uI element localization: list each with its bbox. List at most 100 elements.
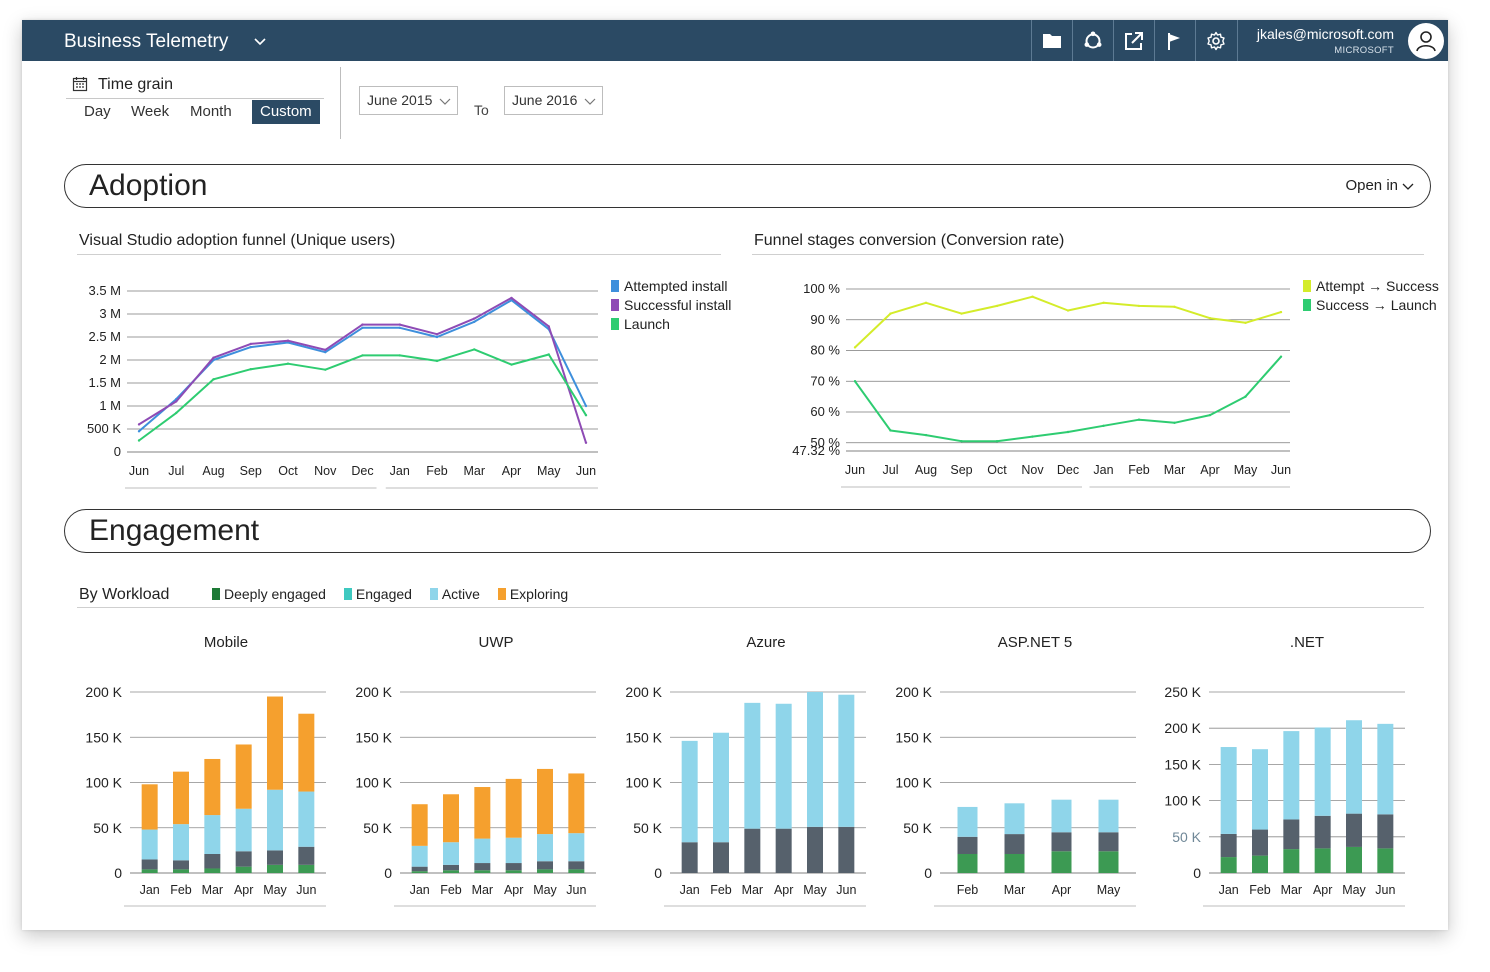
data-point — [924, 433, 928, 437]
bar-segment — [807, 826, 823, 873]
x-tick-label: Feb — [440, 883, 462, 897]
x-tick-label: Mar — [742, 883, 764, 897]
data-point — [175, 411, 178, 415]
time-grain-custom[interactable]: Custom — [252, 100, 320, 124]
data-point — [853, 380, 857, 383]
data-point — [547, 325, 550, 328]
x-tick-label: Dec — [1057, 463, 1079, 477]
folder-icon[interactable] — [1031, 20, 1072, 61]
data-point — [473, 320, 476, 324]
time-grain-week[interactable]: Week — [131, 103, 170, 120]
data-point — [1279, 310, 1283, 314]
data-point — [249, 342, 252, 346]
x-tick-label: Feb — [710, 883, 732, 897]
data-point — [249, 368, 252, 371]
bar-segment — [411, 871, 428, 873]
data-point — [889, 429, 892, 432]
bar-segment — [1051, 832, 1072, 852]
aspnet-chart-title: ASP.NET 5 — [997, 634, 1073, 651]
divider — [77, 254, 721, 255]
bar-segment — [568, 861, 585, 870]
y-tick-label: 50 K — [93, 820, 122, 836]
bar-segment — [775, 703, 792, 829]
data-point — [1137, 418, 1141, 421]
bar-segment — [1283, 849, 1300, 873]
data-point — [924, 301, 928, 305]
x-tick-label: Jun — [129, 464, 149, 478]
y-tick-label: 200 K — [355, 684, 392, 700]
user-account[interactable]: jkales@microsoft.com MICROSOFT — [1237, 20, 1448, 61]
chevron-down-icon[interactable] — [252, 33, 268, 49]
y-tick-label: 250 K — [1164, 684, 1201, 700]
data-point — [1102, 301, 1105, 305]
y-tick-label: 50 K — [1172, 829, 1201, 845]
bar-segment — [267, 850, 283, 865]
x-tick-label: May — [533, 883, 557, 897]
bar-segment — [443, 864, 459, 871]
bar-segment — [443, 842, 459, 865]
x-tick-label: Jan — [140, 883, 160, 897]
data-point — [286, 339, 290, 342]
y-tick-label: 0 — [114, 444, 121, 459]
bar-segment — [1004, 803, 1025, 835]
date-from-value: June 2015 — [367, 92, 433, 108]
data-point — [1173, 421, 1176, 424]
to-label: To — [474, 102, 489, 118]
avatar[interactable] — [1408, 23, 1444, 59]
data-point — [361, 323, 364, 326]
sync-icon[interactable] — [1072, 20, 1113, 61]
y-tick-label: 60 % — [810, 404, 840, 419]
y-tick-label: 50 K — [903, 820, 932, 836]
uwp-chart-title: UWP — [478, 634, 514, 651]
y-tick-label: 50 K — [363, 820, 392, 836]
legend-item: Successful install — [611, 296, 731, 315]
x-tick-label: Sep — [950, 463, 972, 477]
legend-swatch — [497, 588, 506, 600]
dotnet-chart-title: .NET — [1289, 634, 1325, 651]
bar-segment — [775, 828, 792, 873]
bar-segment — [537, 834, 553, 862]
bar-segment — [173, 869, 189, 873]
gear-icon[interactable] — [1195, 20, 1236, 61]
mobile-chart-title: Mobile — [203, 634, 249, 651]
bar-segment — [267, 696, 283, 790]
x-tick-label: Mar — [472, 883, 494, 897]
flag-icon[interactable] — [1154, 20, 1195, 61]
bar-segment — [744, 828, 761, 873]
data-point — [1066, 309, 1070, 312]
time-grain-day[interactable]: Day — [84, 103, 111, 120]
bar-segment — [298, 713, 315, 792]
data-point — [1173, 305, 1176, 309]
bar-segment — [568, 773, 585, 834]
bar-segment — [298, 864, 315, 873]
y-tick-label: 50 % — [810, 435, 840, 450]
y-tick-label: 50 K — [633, 820, 662, 836]
open-in-button[interactable]: Open in — [1345, 177, 1414, 194]
legend-swatch — [429, 588, 438, 600]
x-tick-label: May — [1234, 463, 1258, 477]
top-bar: Business Telemetry — [22, 20, 1448, 61]
data-point — [175, 400, 178, 403]
app-title[interactable]: Business Telemetry — [64, 31, 229, 52]
user-org: MICROSOFT — [1334, 45, 1394, 56]
bar-segment — [474, 863, 491, 871]
y-tick-label: 3 M — [99, 306, 121, 321]
divider — [340, 67, 341, 139]
section-title: Adoption — [89, 169, 208, 202]
open-external-icon[interactable] — [1113, 20, 1154, 61]
bar-segment — [1220, 747, 1237, 834]
date-to-select[interactable]: June 2016 — [504, 86, 603, 115]
time-grain-month[interactable]: Month — [190, 103, 232, 120]
legend-swatch — [611, 318, 619, 330]
data-point — [853, 346, 857, 349]
funnel-chart-title: Visual Studio adoption funnel (Unique us… — [79, 232, 396, 249]
calendar-icon — [72, 77, 88, 92]
y-tick-label: 1.5 M — [88, 375, 121, 390]
data-point — [547, 353, 550, 356]
data-point — [137, 423, 141, 426]
date-from-select[interactable]: June 2015 — [359, 86, 458, 115]
bar-segment — [568, 833, 585, 862]
x-tick-label: Jan — [680, 883, 700, 897]
data-point — [324, 348, 327, 352]
